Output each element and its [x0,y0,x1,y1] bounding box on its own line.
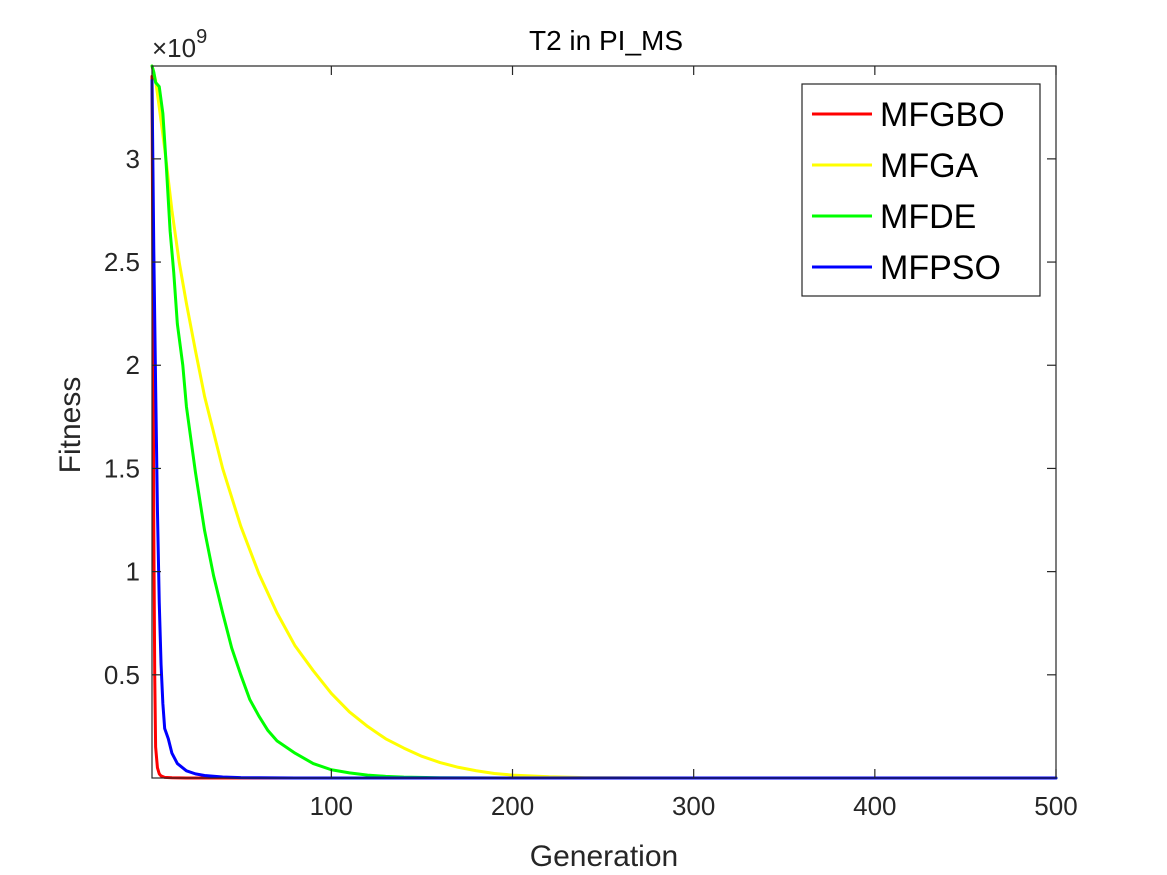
x-tick-label: 300 [672,791,715,821]
legend-label-mfde: MFDE [880,198,976,236]
y-axis-exponent-base: ×10 [152,33,196,63]
axes [151,65,1057,779]
y-tick-label: 2 [126,350,140,380]
y-tick-label: 0.5 [104,660,140,690]
ticks: 100 200 300 400 500 0.5 1 1.5 2 2.5 3 [104,66,1078,821]
legend-box [801,83,1041,297]
x-tick-label: 400 [853,791,896,821]
x-axis-label: Generation [530,840,678,873]
x-tick-label: 500 [1034,791,1077,821]
legend: MFGBO MFGA MFDE MFPSO [801,83,1041,297]
legend-label-mfgbo: MFGBO [880,96,1005,134]
y-axis-label: Fitness [54,377,87,474]
axes-box [151,65,1057,779]
chart-title: T2 in PI_MS [529,25,683,56]
y-axis-exponent-power: 9 [196,26,207,48]
y-tick-label: 2.5 [104,247,140,277]
x-tick-label: 100 [310,791,353,821]
y-tick-label: 3 [126,144,140,174]
legend-label-mfga: MFGA [880,147,979,185]
legend-label-mfpso: MFPSO [880,249,1001,287]
y-tick-label: 1.5 [104,453,140,483]
y-tick-label: 1 [126,557,140,587]
x-tick-label: 200 [491,791,534,821]
y-axis-exponent: ×109 [152,26,207,63]
series-line-mfde [150,64,1058,780]
